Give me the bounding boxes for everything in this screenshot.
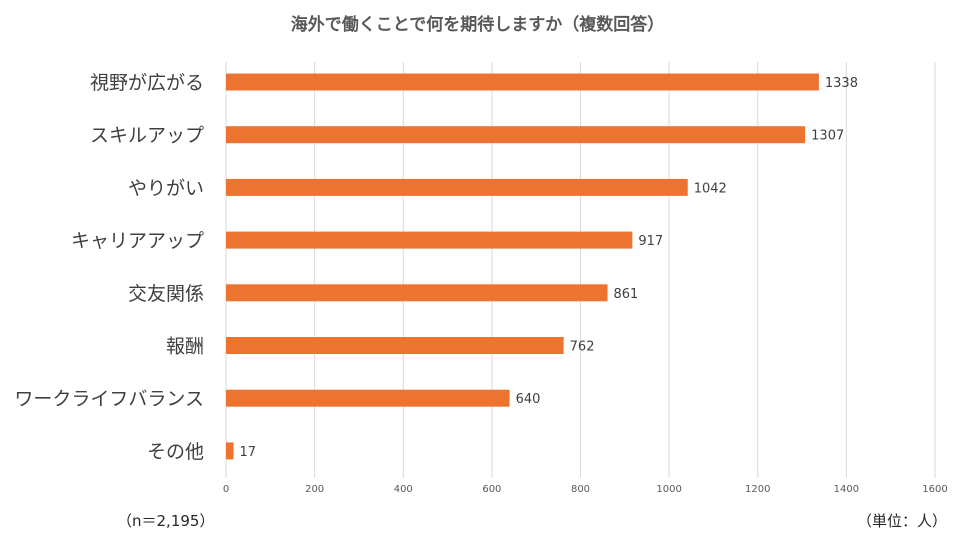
data-label: 1338 [825,76,858,91]
data-label: 640 [516,392,541,407]
data-label: 861 [614,287,639,302]
bar [226,231,633,249]
data-label: 1307 [811,129,844,144]
bar [226,178,688,196]
data-label: 17 [240,445,257,460]
x-tick-label: 800 [571,484,590,495]
data-label: 1042 [694,181,727,196]
category-label: 視野が広がる [90,72,204,94]
x-tick-label: 600 [482,484,501,495]
category-labels: 視野が広がるスキルアップやりがいキャリアアップ交友関係報酬ワークライフバランスそ… [14,72,204,463]
category-label: 報酬 [166,336,204,358]
bar [226,389,510,407]
category-label: ワークライフバランス [14,388,204,410]
data-label: 762 [570,340,595,355]
category-label: その他 [147,441,204,463]
x-tick-label: 1600 [922,484,947,495]
bar [226,442,234,460]
category-label: スキルアップ [90,125,204,147]
x-tick-label: 1000 [656,484,681,495]
bar [226,284,608,302]
grid-lines [225,62,936,478]
bar [226,73,819,91]
x-axis-ticks: 0 200 400 600 800 1000 1200 1400 1600 [223,484,948,495]
x-tick-label: 200 [305,484,324,495]
x-tick-label: 1200 [745,484,770,495]
value-labels: 1338 1307 1042 917 861 762 640 17 [240,76,858,460]
x-tick-label: 1400 [834,484,859,495]
bar [226,126,806,144]
category-label: 交友関係 [128,283,204,305]
category-label: やりがい [128,177,204,199]
x-tick-label: 400 [394,484,413,495]
chart-title: 海外で働くことで何を期待しますか（複数回答） [290,15,665,35]
category-label: キャリアアップ [71,230,204,252]
data-label: 917 [638,234,663,249]
x-tick-label: 0 [223,484,229,495]
sample-size-note: （n＝2,195） [117,512,215,530]
bars [226,73,819,460]
bar [226,337,564,354]
unit-note: （単位：人） [856,512,947,530]
